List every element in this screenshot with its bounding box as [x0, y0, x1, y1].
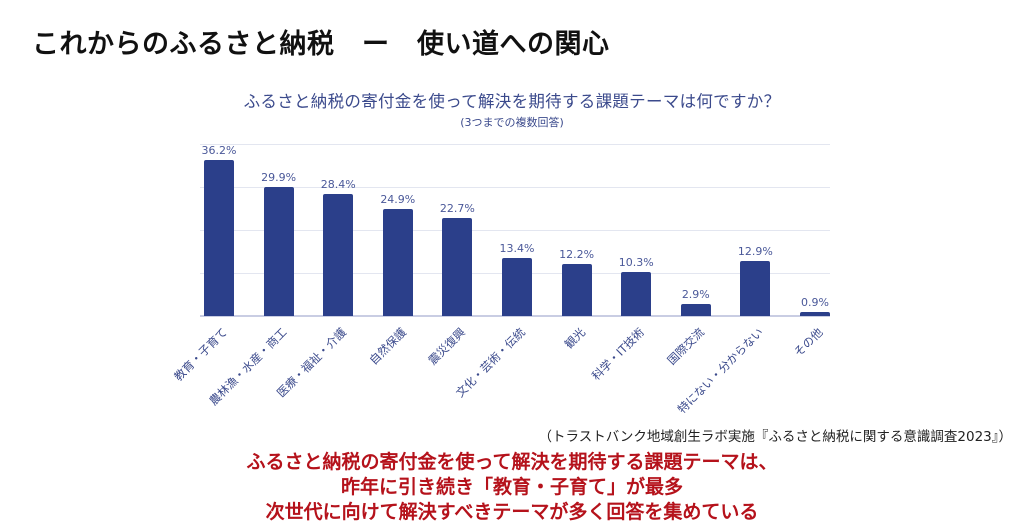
x-axis-category-label: 科学・IT技術	[589, 325, 648, 383]
bar	[323, 193, 354, 316]
x-axis-category-label: その他	[791, 325, 826, 360]
bar	[561, 263, 592, 316]
bar-value-label: 24.9%	[380, 192, 416, 206]
x-axis-category-label: 震災復興	[425, 325, 469, 368]
gridline-20	[200, 230, 830, 231]
gridline-30	[200, 187, 830, 188]
bar-value-label: 13.4%	[499, 242, 535, 256]
bar-value-label: 28.4%	[320, 177, 356, 191]
gridline-40	[200, 144, 830, 145]
chart-title: ふるさと納税の寄付金を使って解決を期待する課題テーマは何ですか？	[243, 92, 781, 111]
bar	[621, 271, 652, 316]
conclusion-line-2: 昨年に引き続き「教育・子育て」が最多	[340, 476, 683, 498]
bar-value-label: 36.2%	[201, 144, 237, 158]
bar	[263, 187, 294, 316]
bar	[740, 260, 771, 316]
bar-value-label: 0.9%	[801, 296, 829, 310]
bar	[382, 208, 413, 316]
bar-value-label: 22.7%	[439, 202, 475, 216]
x-axis-category-label: 自然保護	[366, 325, 409, 368]
bar-value-label: 12.2%	[559, 247, 595, 261]
bar-value-label: 10.3%	[618, 255, 654, 269]
conclusion-text: ふるさと納税の寄付金を使って解決を期待する課題テーマは、 昨年に引き続き「教育・…	[0, 450, 1024, 525]
x-axis-baseline	[200, 315, 830, 317]
bar	[680, 303, 711, 316]
bar-value-label: 12.9%	[737, 244, 773, 258]
bar	[502, 258, 532, 316]
page-title: これからのふるさと納税 ー 使い道への関心	[32, 29, 610, 60]
bar	[442, 218, 473, 316]
bar	[204, 160, 234, 316]
bar-value-label: 2.9%	[681, 287, 710, 301]
bar	[800, 312, 830, 316]
x-axis-category-label: 教育・子育て	[171, 325, 230, 384]
conclusion-line-1: ふるさと納税の寄付金を使って解決を期待する課題テーマは、	[246, 451, 778, 473]
x-axis-category-label: 観光	[561, 325, 588, 352]
source-citation: （トラストバンク地域創生ラボ実施『ふるさと納税に関する意識調査2023』）	[538, 429, 1012, 445]
x-axis-category-label: 国際交流	[664, 325, 707, 368]
conclusion-line-3: 次世代に向けて解決すべきテーマが多く回答を集めている	[265, 501, 759, 523]
bar-value-label: 29.9%	[261, 171, 297, 185]
bar-chart-plot: 36.2% 29.9% 28.4% 24.9% 22.7% 13.4% 12.2% 10.3%…	[200, 144, 830, 317]
chart-subtitle: (3つまでの複数回答)	[460, 116, 564, 129]
